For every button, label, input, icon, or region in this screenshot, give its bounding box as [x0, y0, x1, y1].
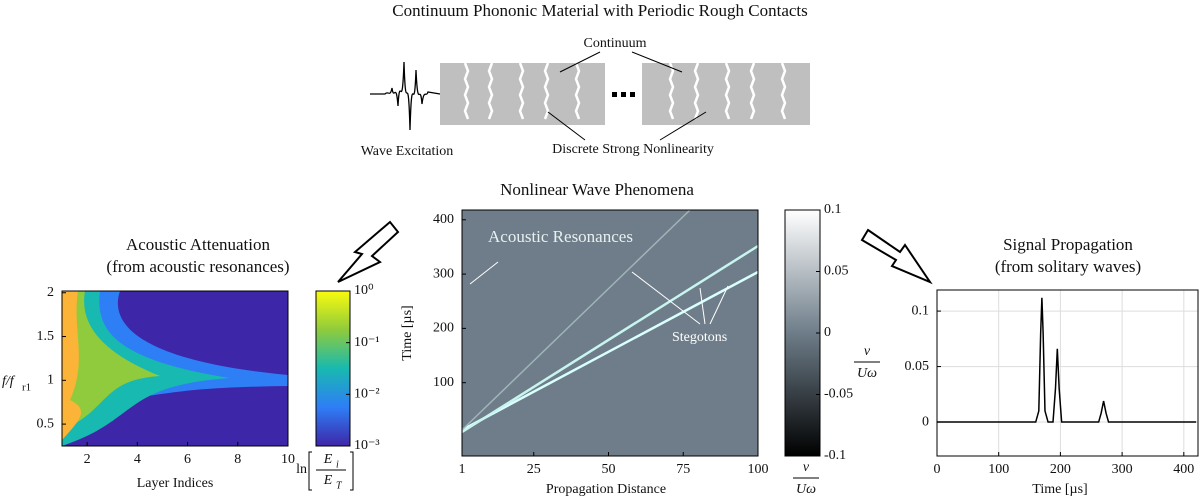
panel-title: Acoustic Attenuation [126, 235, 271, 254]
colorbar-label: E [323, 452, 333, 467]
annotation-arrow [469, 261, 729, 325]
x-tick-label: 4 [134, 452, 141, 467]
colorbar-tick-label: 10⁻³ [354, 438, 380, 453]
y-axis-label: r1 [22, 382, 31, 394]
x-axis-label: Time [µs] [1032, 482, 1087, 497]
figure-title: Continuum Phononic Material with Periodi… [392, 1, 808, 20]
colorbar-label: v [803, 460, 810, 475]
x-tick-label: 0 [934, 462, 941, 477]
colorbar-label: i [336, 459, 339, 470]
panel-title: (from solitary waves) [995, 257, 1141, 276]
y-tick-label: 200 [433, 321, 454, 336]
y-tick-label: 2 [47, 285, 54, 300]
y-tick-label: 0 [922, 414, 929, 429]
plot-frame [936, 289, 1199, 457]
bracket [308, 451, 354, 491]
x-tick-label: 8 [234, 452, 241, 467]
colorbar-label: T [336, 480, 343, 491]
label: Discrete Strong Nonlinearity [552, 142, 714, 157]
y-axis-label: Time [µs] [400, 305, 415, 360]
colorbar-label: ln [296, 462, 307, 477]
label: Continuum [583, 36, 646, 51]
x-tick-label: 100 [748, 462, 769, 477]
x-tick-label: 400 [1173, 462, 1194, 477]
y-tick-label: 0.05 [905, 359, 930, 374]
x-axis-label: Propagation Distance [546, 482, 666, 497]
schematic [370, 51, 810, 141]
x-tick-label: 25 [527, 462, 541, 477]
wave-fronts [461, 209, 759, 434]
panel-title: (from acoustic resonances) [106, 257, 289, 276]
x-tick-label: 300 [1112, 462, 1133, 477]
colorbar-label: v [864, 344, 871, 359]
colorbar-tick-label: 0.05 [824, 264, 849, 279]
arrow [337, 220, 933, 285]
x-tick-label: 6 [184, 452, 191, 467]
annotation: Acoustic Resonances [488, 227, 633, 246]
plot-frame [61, 290, 289, 447]
colorbar [784, 209, 821, 457]
colorbar [315, 290, 351, 447]
panel-title: Nonlinear Wave Phenomena [500, 180, 694, 199]
y-tick-label: 0.1 [912, 303, 930, 318]
x-tick-label: 2 [84, 452, 91, 467]
x-tick-label: 1 [459, 462, 466, 477]
colorbar-label: Uω [857, 366, 877, 381]
panel-title: Signal Propagation [1003, 235, 1133, 254]
x-tick-label: 200 [1050, 462, 1071, 477]
y-tick-label: 0.5 [37, 416, 55, 431]
colorbar-tick-label: 10⁰ [354, 283, 374, 298]
colorbar-tick-label: 10⁻² [354, 387, 380, 402]
signal-line [937, 297, 1197, 423]
colorbar-label: Uω [796, 482, 816, 497]
annotation: Stegotons [672, 330, 727, 345]
x-axis-label: Layer Indices [137, 476, 214, 491]
y-axis-label: f/f [2, 374, 16, 389]
colorbar-label: E [323, 473, 333, 488]
colorbar-tick-label: 0 [824, 325, 831, 340]
y-tick-label: 1 [47, 373, 54, 388]
colorbar-tick-label: 10⁻¹ [354, 335, 380, 350]
plot-frame [461, 209, 759, 457]
y-tick-label: 1.5 [37, 329, 55, 344]
x-tick-label: 75 [676, 462, 690, 477]
colorbar-tick-label: -0.05 [824, 387, 853, 402]
x-tick-label: 10 [281, 452, 295, 467]
x-tick-label: 50 [602, 462, 616, 477]
field-background [462, 210, 758, 456]
y-tick-label: 100 [433, 375, 454, 390]
x-tick-label: 100 [988, 462, 1009, 477]
colorbar-tick-label: -0.1 [824, 448, 846, 463]
attenuation-map [62, 291, 288, 446]
y-tick-label: 300 [433, 266, 454, 281]
colorbar-tick-label: 0.1 [824, 202, 842, 217]
y-tick-label: 400 [433, 212, 454, 227]
label: Wave Excitation [361, 144, 454, 159]
